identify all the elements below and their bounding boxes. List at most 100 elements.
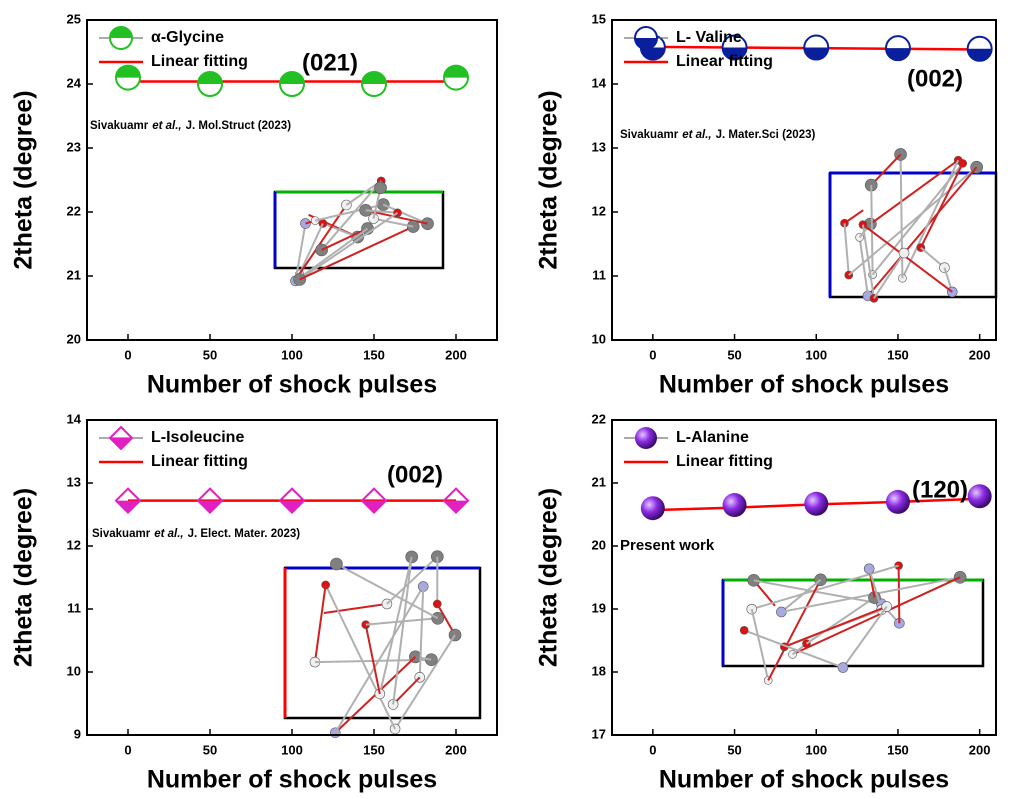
y-tick-label: 12 bbox=[67, 537, 81, 552]
legend-label: Linear fitting bbox=[151, 53, 248, 70]
x-tick-label: 50 bbox=[203, 347, 217, 362]
data-point bbox=[198, 72, 222, 96]
marker-shape bbox=[723, 493, 747, 517]
legend-label: Linear fitting bbox=[676, 53, 773, 70]
x-tick-label: 150 bbox=[363, 742, 385, 757]
atom bbox=[740, 626, 748, 634]
bond bbox=[873, 163, 963, 274]
bond bbox=[380, 557, 412, 694]
figure: 202122232425050100150200Number of shock … bbox=[0, 0, 1012, 799]
marker-half bbox=[444, 66, 468, 78]
bond bbox=[870, 160, 958, 224]
y-tick-label: 11 bbox=[592, 267, 606, 282]
marker-half bbox=[968, 49, 992, 61]
reflection-label: (002) bbox=[387, 461, 443, 488]
marker-half bbox=[362, 72, 386, 84]
legend-label: L- Valine bbox=[676, 29, 742, 46]
x-tick-label: 50 bbox=[727, 347, 741, 362]
marker-half bbox=[886, 48, 910, 60]
x-tick-label: 50 bbox=[203, 742, 217, 757]
y-axis-title: 2theta (degree) bbox=[535, 90, 563, 269]
bond bbox=[899, 566, 900, 624]
plot-frame bbox=[87, 20, 497, 340]
y-tick-label: 25 bbox=[67, 11, 81, 26]
atom bbox=[899, 248, 909, 258]
y-tick-label: 14 bbox=[592, 75, 607, 90]
data-point bbox=[804, 492, 828, 516]
x-tick-label: 100 bbox=[805, 347, 827, 362]
bond bbox=[387, 557, 437, 604]
data-point bbox=[641, 496, 665, 520]
reflection-label: (120) bbox=[912, 476, 968, 503]
legend-marker bbox=[635, 427, 657, 449]
bond bbox=[752, 609, 768, 680]
y-tick-label: 14 bbox=[67, 411, 82, 426]
marker-half bbox=[110, 27, 132, 38]
plot-frame bbox=[612, 420, 996, 735]
x-tick-label: 200 bbox=[445, 742, 467, 757]
citation-part: Sivakuamr bbox=[90, 120, 149, 132]
data-point bbox=[280, 72, 304, 96]
marker-shape bbox=[280, 501, 304, 513]
data-point bbox=[116, 66, 140, 90]
y-tick-label: 11 bbox=[67, 600, 81, 615]
citation-part: et al., bbox=[682, 129, 711, 141]
x-tick-label: 200 bbox=[969, 347, 991, 362]
marker-shape bbox=[804, 492, 828, 516]
y-tick-label: 15 bbox=[592, 11, 606, 26]
atom bbox=[375, 182, 387, 194]
y-tick-label: 20 bbox=[592, 537, 606, 552]
marker-shape bbox=[635, 427, 657, 449]
y-axis-title: 2theta (degree) bbox=[10, 488, 38, 667]
y-tick-label: 13 bbox=[67, 474, 81, 489]
marker-shape bbox=[110, 438, 132, 449]
data-point bbox=[280, 489, 304, 513]
bond bbox=[315, 585, 326, 662]
y-tick-label: 19 bbox=[592, 600, 606, 615]
x-tick-label: 200 bbox=[445, 347, 467, 362]
y-tick-label: 21 bbox=[592, 474, 606, 489]
citation-part: et al., bbox=[154, 528, 183, 540]
data-point bbox=[968, 484, 992, 508]
x-tick-label: 100 bbox=[281, 347, 303, 362]
y-tick-label: 24 bbox=[67, 75, 82, 90]
y-tick-label: 23 bbox=[67, 139, 81, 154]
x-axis-title: Number of shock pulses bbox=[659, 766, 949, 794]
marker-shape bbox=[198, 501, 222, 513]
y-tick-label: 10 bbox=[592, 331, 606, 346]
data-point bbox=[444, 66, 468, 90]
marker-shape bbox=[641, 496, 665, 520]
x-tick-label: 150 bbox=[887, 347, 909, 362]
legend-label: Linear fitting bbox=[151, 453, 248, 470]
marker-shape bbox=[362, 501, 386, 513]
bond bbox=[744, 630, 843, 667]
bond bbox=[863, 225, 952, 292]
note: Present work bbox=[620, 537, 715, 554]
x-tick-label: 50 bbox=[727, 742, 741, 757]
citation-part: et al., bbox=[152, 120, 181, 132]
citation-part: J. Elect. Mater. 2023) bbox=[188, 528, 301, 540]
x-tick-label: 0 bbox=[649, 347, 656, 362]
legend-label: L-Isoleucine bbox=[151, 429, 244, 446]
reflection-label: (002) bbox=[907, 65, 963, 92]
data-point bbox=[116, 489, 140, 513]
marker-shape bbox=[968, 484, 992, 508]
citation-part: Sivakuamr bbox=[92, 528, 151, 540]
legend-marker bbox=[110, 27, 132, 49]
y-tick-label: 22 bbox=[67, 203, 81, 218]
y-tick-label: 20 bbox=[67, 331, 81, 346]
data-point bbox=[886, 490, 910, 514]
bond bbox=[921, 163, 963, 247]
bond bbox=[324, 604, 387, 613]
citation: Sivakuamret al., J. Elect. Mater. 2023) bbox=[92, 528, 300, 540]
bond bbox=[420, 587, 423, 678]
bond bbox=[781, 580, 820, 612]
unit-cell bbox=[830, 173, 996, 297]
y-tick-label: 10 bbox=[67, 663, 81, 678]
marker-shape bbox=[444, 501, 468, 513]
legend-label: Linear fitting bbox=[676, 453, 773, 470]
x-tick-label: 100 bbox=[805, 742, 827, 757]
x-tick-label: 0 bbox=[124, 742, 131, 757]
